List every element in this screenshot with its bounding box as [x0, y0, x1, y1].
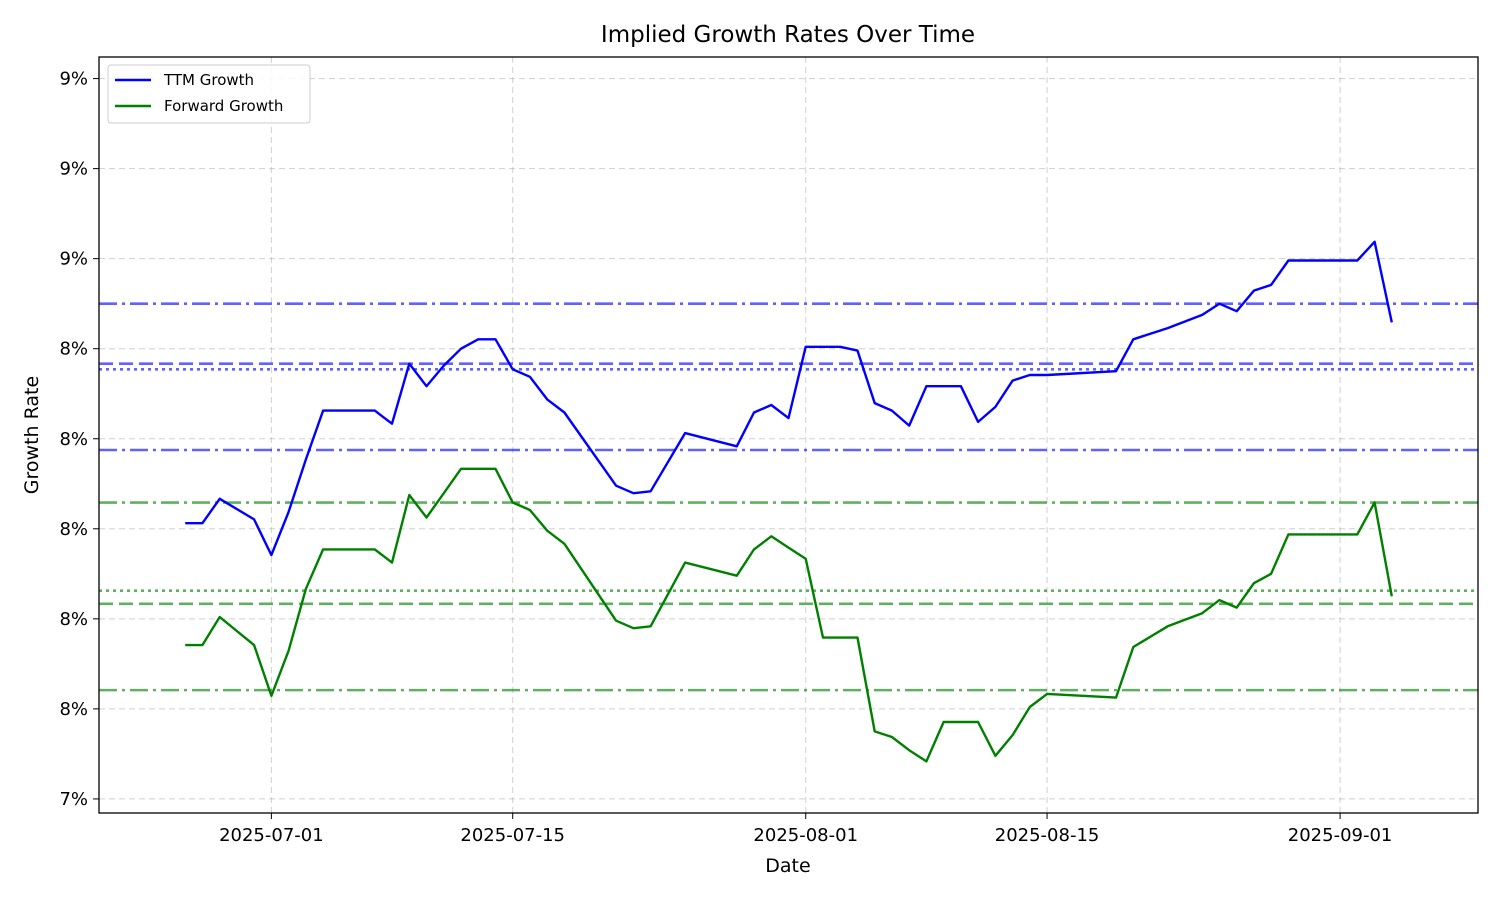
legend-label: Forward Growth	[164, 97, 283, 115]
y-tick-label: 8%	[59, 609, 88, 630]
y-tick-label: 8%	[59, 339, 88, 360]
y-tick-label: 7%	[59, 789, 88, 810]
y-tick-label: 9%	[59, 249, 88, 270]
x-tick-label: 2025-09-01	[1288, 825, 1393, 846]
series-line-ttm-growth	[185, 240, 1393, 557]
chart-title: Implied Growth Rates Over Time	[601, 22, 975, 48]
series-lines	[185, 240, 1393, 763]
x-axis-label: Date	[765, 855, 810, 877]
legend: TTM Growth Forward Growth	[107, 64, 311, 124]
plot-frame	[98, 56, 1479, 814]
x-tick-label: 2025-08-15	[995, 825, 1100, 846]
grid	[99, 57, 1478, 813]
y-axis-label: Growth Rate	[21, 376, 43, 494]
x-tick-label: 2025-07-01	[219, 825, 324, 846]
x-tick-label: 2025-07-15	[460, 825, 565, 846]
series-line-forward-growth	[185, 467, 1393, 763]
y-tick-label: 8%	[59, 699, 88, 720]
legend-box	[107, 64, 311, 124]
y-tick-label: 8%	[59, 519, 88, 540]
x-tick-label: 2025-08-01	[753, 825, 858, 846]
y-axis: 7% 8% 8% 8% 8% 8% 9% 9% 9%	[59, 69, 99, 810]
y-tick-label: 9%	[59, 159, 88, 180]
x-axis: 2025-07-01 2025-07-15 2025-08-01 2025-08-15…	[219, 813, 1392, 846]
y-tick-label: 9%	[59, 69, 88, 90]
y-tick-label: 8%	[59, 429, 88, 450]
legend-label: TTM Growth	[163, 71, 254, 89]
